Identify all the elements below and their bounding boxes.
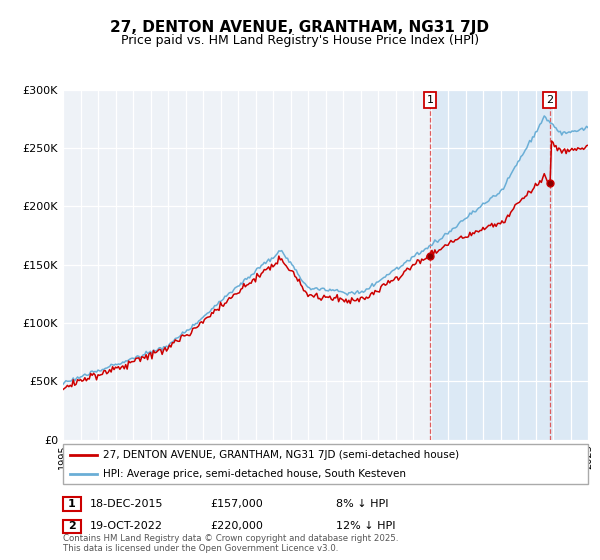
Text: 27, DENTON AVENUE, GRANTHAM, NG31 7JD: 27, DENTON AVENUE, GRANTHAM, NG31 7JD <box>110 20 490 35</box>
Text: 2: 2 <box>68 521 76 531</box>
Text: Price paid vs. HM Land Registry's House Price Index (HPI): Price paid vs. HM Land Registry's House … <box>121 34 479 46</box>
Text: 1: 1 <box>427 95 433 105</box>
Text: Contains HM Land Registry data © Crown copyright and database right 2025.
This d: Contains HM Land Registry data © Crown c… <box>63 534 398 553</box>
Text: 27, DENTON AVENUE, GRANTHAM, NG31 7JD (semi-detached house): 27, DENTON AVENUE, GRANTHAM, NG31 7JD (s… <box>103 450 460 460</box>
Text: 2: 2 <box>546 95 553 105</box>
Text: HPI: Average price, semi-detached house, South Kesteven: HPI: Average price, semi-detached house,… <box>103 469 406 478</box>
Text: 18-DEC-2015: 18-DEC-2015 <box>90 499 163 509</box>
Text: £157,000: £157,000 <box>210 499 263 509</box>
Text: 1: 1 <box>68 499 76 509</box>
Bar <box>430 90 588 440</box>
Text: 19-OCT-2022: 19-OCT-2022 <box>90 521 163 531</box>
Text: 12% ↓ HPI: 12% ↓ HPI <box>336 521 395 531</box>
Text: £220,000: £220,000 <box>210 521 263 531</box>
Text: 8% ↓ HPI: 8% ↓ HPI <box>336 499 389 509</box>
